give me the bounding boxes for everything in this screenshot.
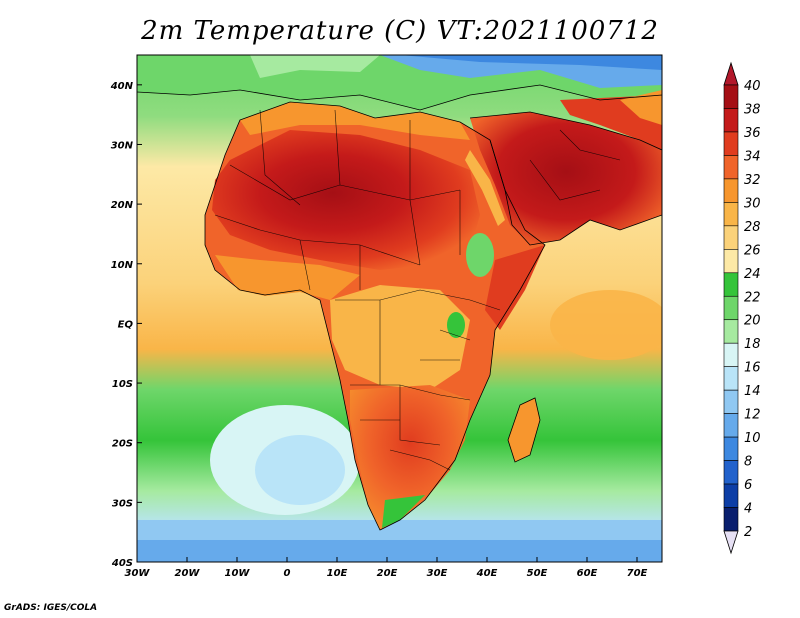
colorbar-box — [723, 507, 739, 532]
colorbar-box — [723, 483, 739, 508]
colorbar-label: 26 — [744, 243, 761, 258]
colorbar-label: 24 — [744, 267, 761, 282]
lon-tick-label: 20E — [377, 568, 398, 579]
lon-tick-label: 10E — [327, 568, 348, 579]
colorbar-bottom-arrow — [723, 530, 739, 555]
lon-tick-label: 20W — [175, 568, 201, 579]
colorbar-box — [723, 272, 739, 297]
colorbar-box — [723, 249, 739, 274]
colorbar-box — [723, 389, 739, 414]
colorbar-label: 28 — [744, 220, 761, 235]
colorbar-label: 8 — [744, 455, 752, 470]
colorbar-label: 32 — [744, 173, 761, 188]
credit-text: GrADS: IGES/COLA — [4, 603, 98, 613]
lon-tick-label: 50E — [527, 568, 548, 579]
lat-tick-label: 20N — [111, 200, 134, 211]
latitude-axis: 40N 30N 20N 10N EQ 10S 20S 30S 40S — [110, 81, 142, 569]
colorbar-box — [723, 295, 739, 321]
colorbar-label: 30 — [744, 196, 761, 211]
country-borders — [214, 109, 621, 471]
lon-tick-label: 40E — [476, 568, 498, 579]
colorbar-box — [723, 178, 739, 203]
lat-tick-label: 10S — [112, 379, 133, 390]
map-title: 2m Temperature (C) VT:2021100712 — [141, 16, 659, 46]
map-field — [137, 55, 662, 562]
colorbar-box — [723, 366, 739, 391]
colorbar-box — [723, 319, 739, 344]
colorbar-label: 20 — [744, 314, 761, 329]
colorbar-boxes — [723, 61, 739, 555]
colorbar-labels: 40 38 36 34 32 30 28 26 24 22 20 18 16 14 12 10 8 6 4 2 — [744, 79, 761, 540]
lat-tick-label: 30N — [111, 140, 134, 151]
colorbar-box — [723, 342, 739, 367]
colorbar-label: 10 — [744, 431, 761, 446]
lat-tick-label: EQ — [118, 319, 134, 330]
colorbar-label: 22 — [744, 290, 761, 305]
colorbar-box — [723, 460, 739, 485]
colorbar-label: 40 — [744, 79, 761, 94]
colorbar-box — [723, 202, 739, 227]
lon-tick-label: 30E — [427, 568, 448, 579]
colorbar-box — [723, 131, 739, 156]
colorbar-label: 36 — [744, 126, 761, 141]
coastlines — [137, 84, 662, 531]
lon-tick-label: 0 — [284, 568, 291, 579]
lon-tick-label: 60E — [577, 568, 598, 579]
colorbar-box — [723, 436, 739, 461]
colorbar-top-arrow — [723, 61, 739, 86]
lat-tick-label: 40S — [111, 558, 133, 569]
colorbar-label: 4 — [744, 502, 752, 517]
colorbar-label: 16 — [744, 361, 761, 376]
lat-tick-label: 40N — [110, 81, 134, 92]
colorbar-box — [723, 225, 739, 250]
colorbar-label: 34 — [744, 149, 761, 164]
longitude-axis: 30W 20W 10W 0 10E 20E 30E 40E 50E 60E 70E — [125, 557, 648, 579]
colorbar-label: 38 — [744, 102, 761, 117]
colorbar-label: 12 — [744, 408, 761, 423]
colorbar-box — [723, 108, 739, 133]
colorbar-box — [723, 84, 739, 109]
colorbar-box — [723, 413, 739, 438]
map-frame — [136, 54, 663, 563]
lat-tick-label: 20S — [112, 439, 133, 450]
colorbar-label: 6 — [744, 478, 752, 493]
lat-tick-label: 10N — [111, 260, 134, 271]
lat-tick-label: 30S — [112, 498, 133, 509]
lon-tick-label: 10W — [225, 568, 251, 579]
colorbar-box — [723, 155, 739, 180]
colorbar-label: 18 — [744, 337, 761, 352]
lon-tick-label: 70E — [627, 568, 648, 579]
lon-tick-label: 30W — [125, 568, 151, 579]
colorbar-label: 14 — [744, 384, 761, 399]
colorbar-label: 2 — [744, 525, 752, 540]
